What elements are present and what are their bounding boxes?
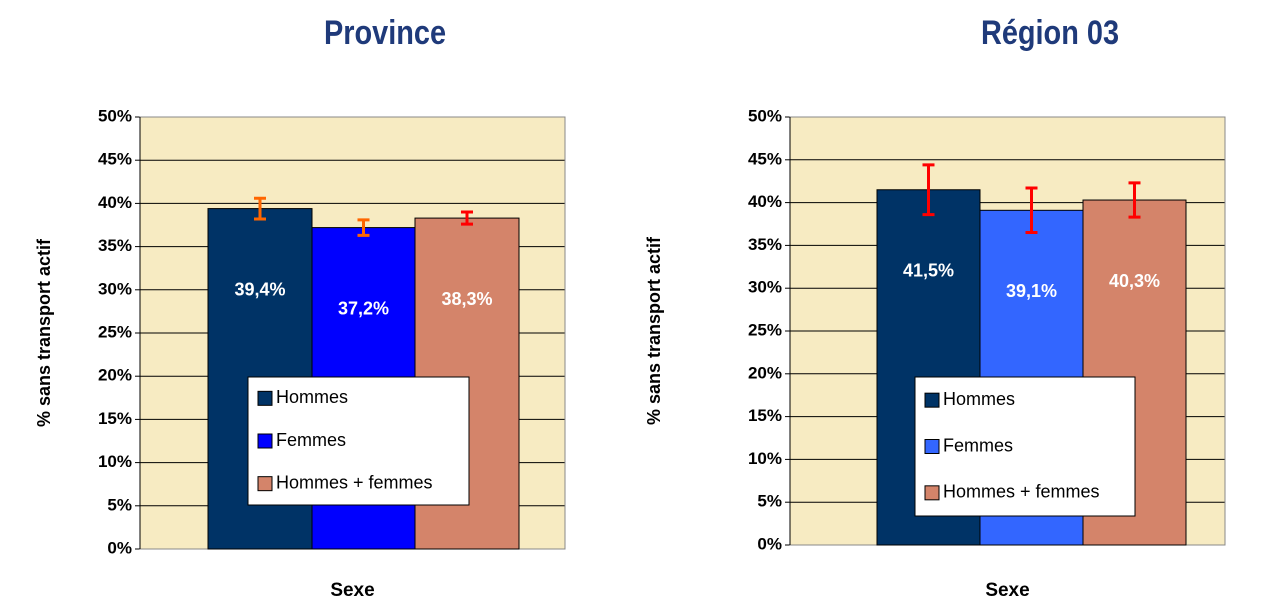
y-tick-label: 5%: [107, 495, 132, 514]
legend-swatch: [257, 476, 273, 492]
error-bar: [461, 210, 473, 226]
value-label: 39,1%: [1006, 281, 1057, 301]
y-tick-label: 45%: [748, 149, 782, 168]
y-tick-label: 20%: [748, 363, 782, 382]
y-tick-label: 10%: [98, 452, 132, 471]
y-tick-label: 0%: [757, 534, 782, 553]
value-label: 39,4%: [234, 279, 285, 299]
error-bar: [254, 196, 266, 221]
legend-swatch: [257, 390, 273, 406]
y-tick-label: 20%: [98, 366, 132, 385]
legend-label: Hommes + femmes: [943, 482, 1100, 502]
chart-title: Région 03: [981, 13, 1119, 52]
error-bar: [922, 163, 935, 217]
legend-swatch: [924, 392, 940, 408]
value-label: 37,2%: [338, 298, 389, 318]
legend-label: Hommes: [276, 387, 348, 407]
legend-box: [247, 376, 470, 506]
y-tick-label: 50%: [748, 106, 782, 125]
chart-title: Province: [324, 13, 446, 52]
value-label: 41,5%: [903, 261, 954, 281]
y-tick-label: 35%: [98, 236, 132, 255]
legend-box: [914, 376, 1136, 517]
legend-label: Femmes: [943, 435, 1013, 455]
legend-label: Hommes + femmes: [276, 472, 433, 492]
y-tick-label: 0%: [107, 538, 132, 557]
legend-swatch: [257, 433, 273, 449]
x-axis-label: Sexe: [330, 580, 374, 601]
legend-swatch: [924, 485, 940, 501]
legend-label: Femmes: [276, 430, 346, 450]
y-tick-label: 45%: [98, 150, 132, 169]
error-bar: [1025, 186, 1038, 235]
error-bar: [357, 218, 370, 237]
y-axis-label: % sans transport actif: [34, 238, 54, 427]
y-tick-label: 30%: [98, 279, 132, 298]
legend-label: Hommes: [943, 389, 1015, 409]
y-tick-label: 25%: [98, 322, 132, 341]
y-tick-label: 15%: [98, 409, 132, 428]
value-label: 40,3%: [1109, 271, 1160, 291]
value-label: 38,3%: [441, 289, 492, 309]
y-tick-label: 40%: [98, 193, 132, 212]
y-tick-label: 50%: [98, 106, 132, 125]
y-tick-label: 40%: [748, 192, 782, 211]
y-tick-label: 25%: [748, 320, 782, 339]
y-tick-label: 30%: [748, 278, 782, 297]
y-tick-label: 35%: [748, 235, 782, 254]
y-axis-label: % sans transport actif: [644, 236, 664, 425]
y-tick-label: 5%: [757, 492, 782, 511]
legend-swatch: [924, 439, 940, 454]
y-tick-label: 10%: [748, 449, 782, 468]
y-tick-label: 15%: [748, 406, 782, 425]
error-bar: [1128, 181, 1141, 219]
x-axis-label: Sexe: [985, 580, 1029, 601]
